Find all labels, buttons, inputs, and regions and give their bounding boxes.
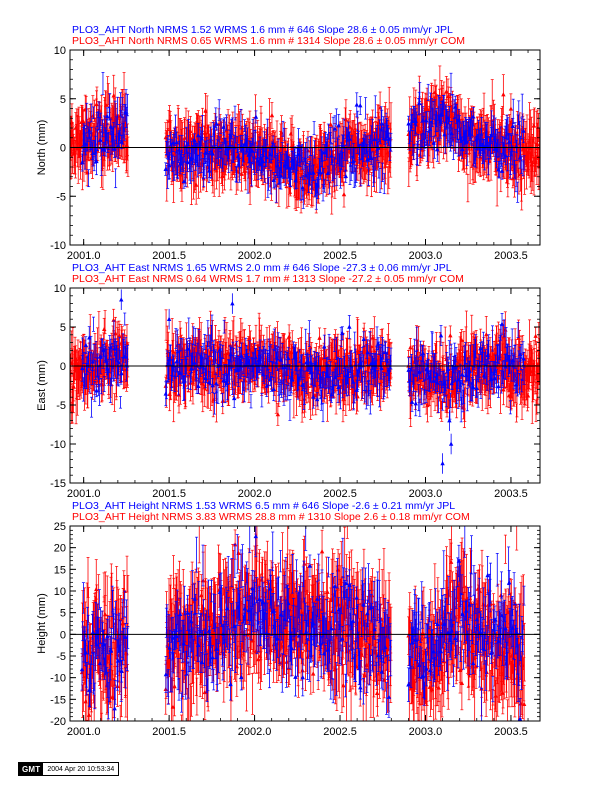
data-point	[185, 159, 190, 164]
data-point	[206, 168, 212, 173]
data-point	[192, 137, 197, 143]
data-point	[239, 171, 244, 176]
data-point	[249, 148, 255, 153]
data-point	[203, 108, 208, 113]
data-point	[214, 120, 219, 126]
data-point	[320, 176, 326, 182]
data-point	[253, 114, 259, 119]
data-point	[199, 136, 204, 141]
data-point	[174, 140, 179, 145]
data-point	[260, 158, 266, 164]
data-point	[112, 146, 117, 151]
data-point	[269, 112, 275, 118]
data-point	[343, 116, 349, 122]
data-point	[182, 135, 187, 140]
data-point	[210, 151, 215, 156]
data-point	[167, 163, 172, 168]
data-point	[228, 133, 233, 138]
data-point	[341, 191, 347, 197]
data-point	[104, 113, 110, 119]
chart-title-line: PLO3_AHT North NRMS 1.52 WRMS 1.6 mm # 6…	[72, 24, 453, 36]
series-jpl	[80, 71, 526, 210]
data-point	[508, 106, 514, 111]
data-point	[94, 158, 99, 164]
data-point	[264, 154, 269, 160]
data-point	[108, 124, 113, 129]
chart-panel-1: PLO3_AHT North NRMS 1.52 WRMS 1.6 mm # 6…	[36, 24, 541, 262]
data-point	[81, 119, 86, 124]
data-point	[417, 152, 423, 157]
data-point	[87, 128, 92, 133]
plot-data	[70, 65, 540, 215]
data-point	[111, 93, 116, 98]
data-point	[80, 160, 85, 165]
data-point	[193, 182, 199, 187]
data-point	[97, 137, 103, 142]
data-point	[425, 106, 430, 112]
data-point	[428, 95, 434, 101]
chart-title-line: PLO3_AHT North NRMS 0.65 WRMS 1.6 mm # 1…	[72, 35, 465, 47]
data-point	[444, 89, 449, 94]
data-point	[163, 166, 168, 171]
data-point	[501, 92, 506, 97]
data-point	[171, 140, 176, 145]
data-point	[181, 178, 187, 184]
data-point	[328, 121, 333, 127]
